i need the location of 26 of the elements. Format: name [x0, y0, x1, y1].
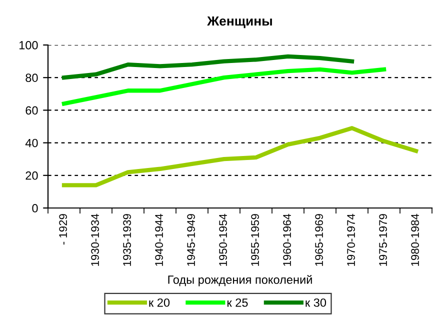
- y-tick-label: 0: [32, 204, 38, 212]
- y-tick-label: 60: [26, 106, 38, 115]
- x-axis-title: Годы рождения поколений: [168, 275, 312, 286]
- y-tick-label: 80: [26, 74, 38, 82]
- x-tick-label: - 1929: [59, 214, 67, 245]
- line-series: [62, 67, 386, 106]
- x-tick-label: 1960-1964: [283, 214, 291, 266]
- legend-label: к 25: [227, 298, 248, 307]
- x-tick-label: 1965-1969: [315, 214, 323, 266]
- legend-label: к 30: [306, 298, 326, 307]
- x-tick-label: 1935-1939: [123, 214, 131, 266]
- line-series: [62, 126, 418, 188]
- x-tick-label: 1975-1979: [379, 214, 387, 266]
- x-tick-label: 1930-1934: [91, 214, 99, 266]
- y-tick-label: 20: [26, 171, 38, 180]
- y-tick-label: 100: [19, 41, 38, 50]
- x-tick-label: 1955-1959: [251, 214, 259, 266]
- chart-title: Женщины: [207, 16, 272, 28]
- x-tick-label: 1950-1954: [219, 214, 227, 266]
- line-series: [62, 54, 354, 80]
- x-tick-label: 1970-1974: [347, 214, 355, 266]
- x-tick-label: 1980-1984: [411, 214, 419, 266]
- y-tick-label: 40: [25, 138, 38, 148]
- x-tick-label: 1945-1949: [187, 214, 195, 266]
- x-tick-label: 1940-1944: [155, 214, 163, 266]
- legend-label: к 20: [149, 298, 170, 307]
